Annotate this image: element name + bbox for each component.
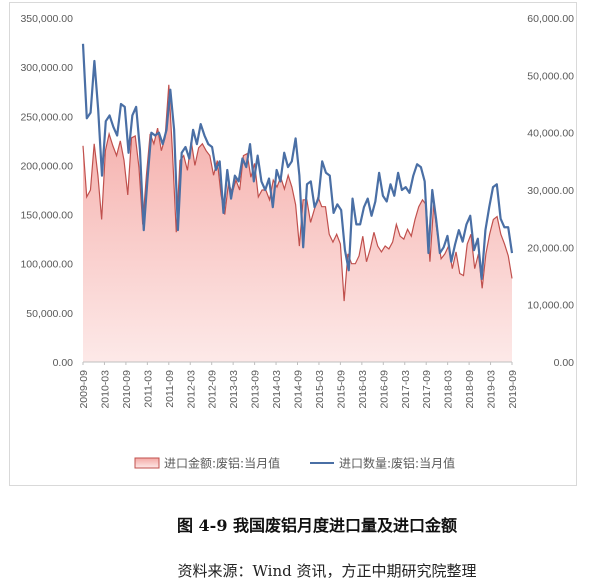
x-tick-label: 2009-09 [78, 370, 90, 409]
x-tick-label: 2014-09 [293, 370, 305, 409]
legend-label-amount: 进口金额:废铝:当月值 [164, 456, 280, 471]
y-axis-left: 0.00 50,000.00 100,000.00 150,000.00 200,000… [20, 13, 73, 369]
x-tick-label: 2012-09 [207, 370, 219, 409]
figure-caption: 图 4-9 我国废铝月度进口量及进口金额 [176, 516, 458, 535]
legend: 进口金额:废铝:当月值 进口数量:废铝:当月值 [134, 456, 455, 471]
y-left-tick-label: 250,000.00 [20, 111, 73, 123]
x-tick-label: 2016-03 [357, 370, 369, 409]
y-left-tick-label: 100,000.00 [20, 259, 73, 271]
legend-label-quantity: 进口数量:废铝:当月值 [339, 456, 455, 471]
x-tick-label: 2011-03 [142, 370, 154, 408]
plot-area [81, 43, 514, 363]
x-tick-label: 2015-03 [314, 370, 326, 409]
y-left-tick-label: 300,000.00 [20, 62, 73, 74]
x-axis: 2009-09 2010-03 2010-09 2011-03 2011-09 2012-… [78, 362, 519, 409]
y-right-tick-label: 60,000.00 [527, 13, 574, 25]
y-right-tick-label: 10,000.00 [527, 300, 574, 312]
y-right-tick-label: 0.00 [554, 357, 575, 369]
x-tick-label: 2013-09 [250, 370, 262, 409]
x-tick-label: 2019-09 [507, 370, 519, 409]
x-tick-label: 2017-09 [421, 370, 433, 409]
y-left-tick-label: 350,000.00 [20, 13, 73, 25]
x-tick-label: 2018-03 [443, 370, 455, 409]
x-tick-label: 2016-09 [378, 370, 390, 409]
chart: 0.00 50,000.00 100,000.00 150,000.00 200,000… [20, 13, 574, 471]
source-note: 资料来源：Wind 资讯，方正中期研究院整理 [177, 562, 477, 580]
legend-swatch-amount [134, 457, 160, 469]
x-tick-label: 2018-09 [464, 370, 476, 409]
x-tick-label: 2019-03 [486, 370, 498, 409]
x-tick-label: 2011-09 [164, 370, 176, 408]
y-left-tick-label: 200,000.00 [20, 160, 73, 172]
y-left-tick-label: 150,000.00 [20, 210, 73, 222]
x-tick-label: 2017-03 [400, 370, 412, 409]
x-tick-label: 2013-03 [228, 370, 240, 409]
series-amount-outline [82, 84, 513, 302]
y-right-tick-label: 50,000.00 [527, 70, 574, 82]
y-right-tick-label: 20,000.00 [527, 242, 574, 254]
x-tick-label: 2014-03 [271, 370, 283, 409]
x-tick-label: 2012-03 [185, 370, 197, 409]
y-right-tick-label: 30,000.00 [527, 185, 574, 197]
x-tick-label: 2010-09 [121, 370, 133, 409]
y-right-tick-label: 40,000.00 [527, 128, 574, 140]
series-quantity-line [81, 43, 514, 280]
y-axis-right: 0.00 10,000.00 20,000.00 30,000.00 40,000.00… [527, 13, 574, 369]
x-tick-label: 2010-03 [99, 370, 111, 409]
x-tick-label: 2015-09 [335, 370, 347, 409]
y-left-tick-label: 0.00 [53, 357, 74, 369]
y-left-tick-label: 50,000.00 [26, 308, 73, 320]
